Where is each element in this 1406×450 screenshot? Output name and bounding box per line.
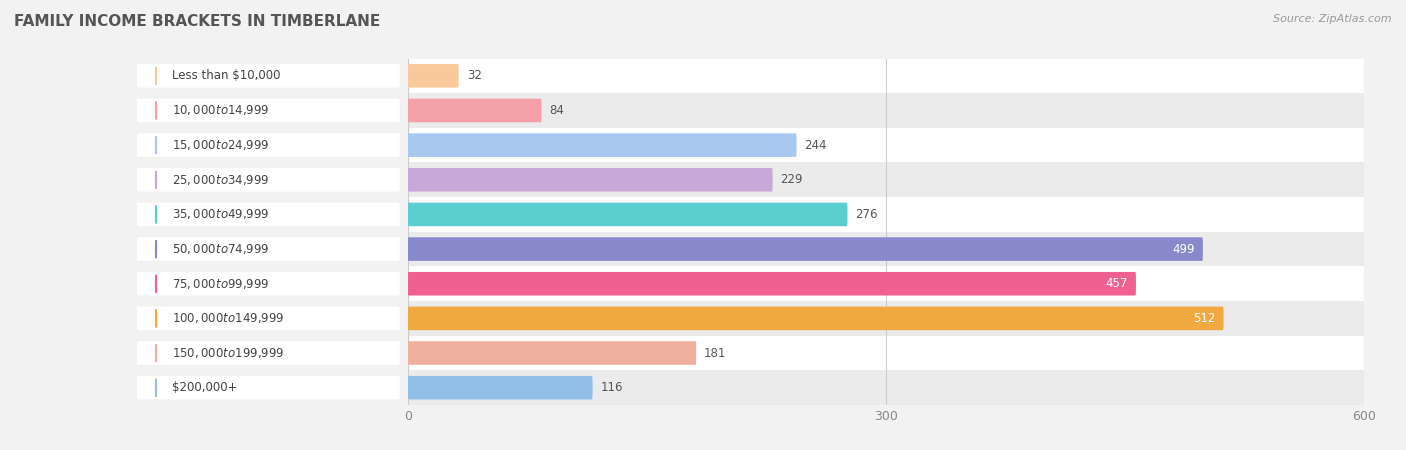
Text: 244: 244 — [804, 139, 827, 152]
Text: 229: 229 — [780, 173, 803, 186]
Text: FAMILY INCOME BRACKETS IN TIMBERLANE: FAMILY INCOME BRACKETS IN TIMBERLANE — [14, 14, 380, 28]
Text: $15,000 to $24,999: $15,000 to $24,999 — [172, 138, 270, 152]
FancyBboxPatch shape — [136, 202, 399, 226]
Bar — [408, 301, 1364, 336]
FancyBboxPatch shape — [136, 99, 399, 122]
Text: $150,000 to $199,999: $150,000 to $199,999 — [172, 346, 284, 360]
Bar — [408, 162, 1364, 197]
Text: 32: 32 — [467, 69, 482, 82]
Text: $35,000 to $49,999: $35,000 to $49,999 — [172, 207, 270, 221]
Bar — [408, 197, 1364, 232]
FancyBboxPatch shape — [408, 341, 696, 365]
FancyBboxPatch shape — [408, 272, 1136, 296]
Bar — [408, 336, 1364, 370]
Text: 512: 512 — [1194, 312, 1216, 325]
Bar — [408, 58, 1364, 93]
FancyBboxPatch shape — [136, 133, 399, 157]
FancyBboxPatch shape — [136, 64, 399, 88]
Text: 116: 116 — [600, 381, 623, 394]
Text: 457: 457 — [1105, 277, 1128, 290]
FancyBboxPatch shape — [408, 376, 592, 400]
FancyBboxPatch shape — [408, 64, 458, 88]
Bar — [408, 370, 1364, 405]
Text: $100,000 to $149,999: $100,000 to $149,999 — [172, 311, 284, 325]
FancyBboxPatch shape — [136, 306, 399, 330]
Bar — [408, 128, 1364, 162]
FancyBboxPatch shape — [408, 237, 1204, 261]
FancyBboxPatch shape — [136, 341, 399, 365]
FancyBboxPatch shape — [408, 306, 1223, 330]
FancyBboxPatch shape — [408, 99, 541, 122]
Text: $50,000 to $74,999: $50,000 to $74,999 — [172, 242, 270, 256]
Bar — [408, 266, 1364, 301]
Text: Source: ZipAtlas.com: Source: ZipAtlas.com — [1274, 14, 1392, 23]
Bar — [408, 93, 1364, 128]
Text: Less than $10,000: Less than $10,000 — [172, 69, 280, 82]
FancyBboxPatch shape — [136, 237, 399, 261]
Text: 499: 499 — [1173, 243, 1195, 256]
Text: 181: 181 — [704, 346, 727, 360]
Text: $200,000+: $200,000+ — [172, 381, 238, 394]
Text: $75,000 to $99,999: $75,000 to $99,999 — [172, 277, 270, 291]
FancyBboxPatch shape — [136, 168, 399, 192]
Text: $10,000 to $14,999: $10,000 to $14,999 — [172, 104, 270, 117]
FancyBboxPatch shape — [408, 202, 848, 226]
Text: 84: 84 — [550, 104, 564, 117]
FancyBboxPatch shape — [408, 168, 773, 192]
FancyBboxPatch shape — [408, 133, 797, 157]
FancyBboxPatch shape — [136, 376, 399, 400]
Text: 276: 276 — [855, 208, 877, 221]
Text: $25,000 to $34,999: $25,000 to $34,999 — [172, 173, 270, 187]
FancyBboxPatch shape — [136, 272, 399, 296]
Bar — [408, 232, 1364, 266]
